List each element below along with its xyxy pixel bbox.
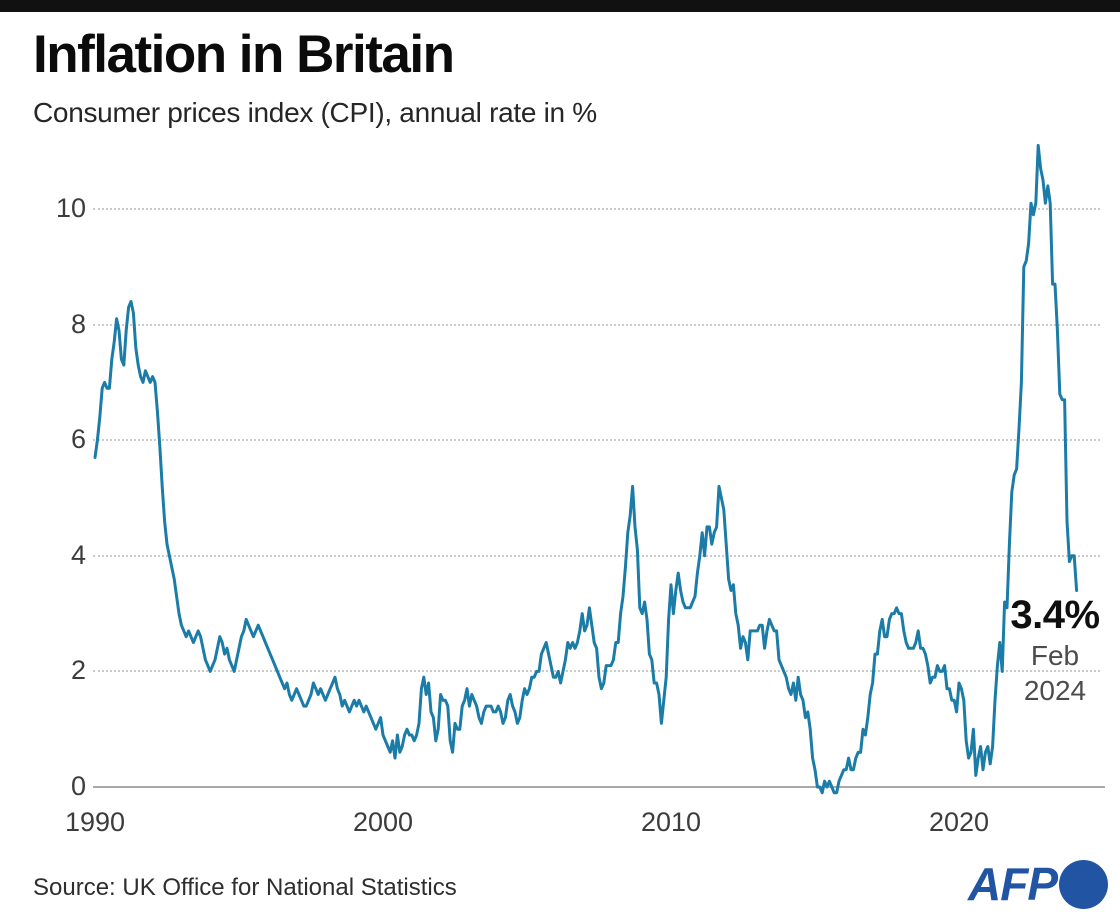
gridline-4 xyxy=(93,555,1100,557)
gridline-8 xyxy=(93,324,1100,326)
page-title: Inflation in Britain xyxy=(33,25,455,84)
afp-logo-text: AFP xyxy=(968,858,1058,910)
afp-logo: AFP xyxy=(968,856,1110,912)
y-axis-label-8: 8 xyxy=(70,309,86,339)
source-credit: Source: UK Office for National Statistic… xyxy=(33,874,457,901)
latest-month: Feb xyxy=(1030,640,1080,671)
latest-value: 3.4% xyxy=(1010,593,1100,637)
x-axis-baseline xyxy=(93,786,1105,788)
y-axis-label-4: 4 xyxy=(70,540,86,570)
y-axis-label-0: 0 xyxy=(70,771,86,801)
afp-circle-icon xyxy=(1059,860,1108,909)
latest-year: 2024 xyxy=(1023,675,1087,706)
x-axis-label-2000: 2000 xyxy=(352,807,414,837)
page-subtitle: Consumer prices index (CPI), annual rate… xyxy=(33,97,597,128)
top-bar xyxy=(0,0,1120,12)
y-axis-label-10: 10 xyxy=(55,193,86,223)
x-axis-label-2010: 2010 xyxy=(640,807,702,837)
gridline-2 xyxy=(93,670,1100,672)
latest-value-annotation: 3.4% Feb 2024 xyxy=(996,592,1114,708)
gridline-6 xyxy=(93,439,1100,441)
cpi-line xyxy=(93,143,1079,795)
gridline-10 xyxy=(93,208,1100,210)
x-axis-label-2020: 2020 xyxy=(928,807,990,837)
y-axis-label-2: 2 xyxy=(70,655,86,685)
x-axis-label-1990: 1990 xyxy=(64,807,126,837)
y-axis-label-6: 6 xyxy=(70,424,86,454)
